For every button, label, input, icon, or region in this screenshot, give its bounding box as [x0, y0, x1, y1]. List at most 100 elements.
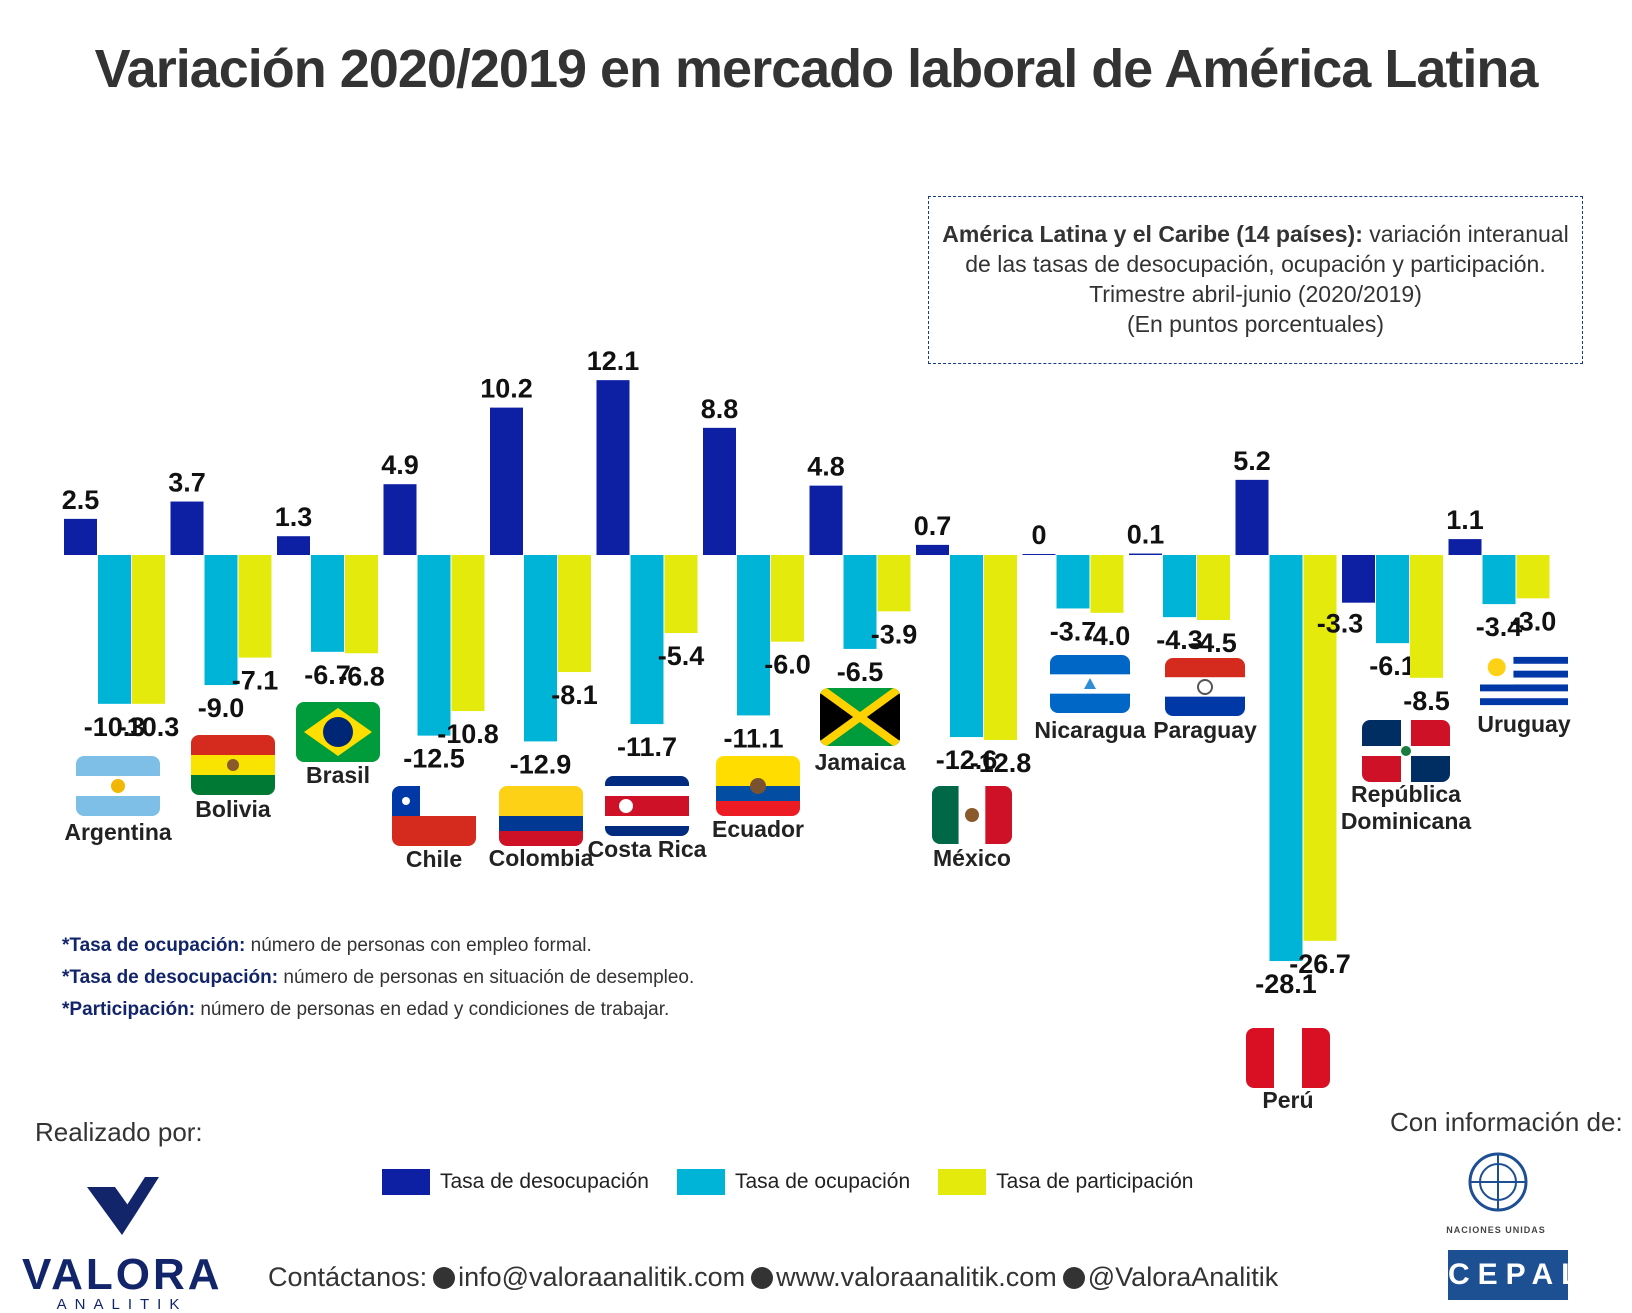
jamaica-flag-icon	[820, 688, 900, 746]
email-icon	[433, 1266, 456, 1289]
legend-item-desocupacion: Tasa de desocupación	[382, 1169, 649, 1195]
country-label-republica-dominicana-line2: Dominicana	[1341, 808, 1472, 834]
value-label-colombia-desocupacion: 10.2	[480, 374, 533, 404]
brand-name: VALORA	[22, 1250, 223, 1299]
value-label-costa-rica-participacion: -5.4	[658, 641, 705, 671]
bar-republica-dominicana-participacion	[1410, 555, 1443, 678]
bar-peru-participacion	[1303, 555, 1337, 941]
value-label-uruguay-participacion: -3.0	[1510, 606, 1557, 636]
globe-icon	[751, 1266, 774, 1289]
bar-costa-rica-desocupacion	[596, 380, 630, 555]
legend-label-desocupacion: Tasa de desocupación	[440, 1170, 649, 1193]
value-label-chile-participacion: -10.8	[437, 719, 499, 749]
bar-nicaragua-participacion	[1090, 555, 1124, 613]
bar-paraguay-desocupacion	[1129, 553, 1162, 555]
value-label-republica-dominicana-desocupacion: -3.3	[1317, 609, 1364, 639]
value-label-brasil-ocupacion: -6.7	[304, 660, 351, 690]
value-label-mexico-participacion: -12.8	[970, 748, 1032, 778]
valora-analitik-logo: VALORA ANALITIK	[22, 1175, 222, 1313]
country-label-chile: Chile	[406, 846, 462, 872]
bar-peru-desocupacion	[1235, 479, 1269, 555]
value-label-nicaragua-participacion: -4.0	[1084, 621, 1131, 651]
value-label-paraguay-participacion: -4.5	[1190, 628, 1237, 658]
brasil-flag-icon	[296, 702, 380, 762]
contact-twitter[interactable]: @ValoraAnalitik	[1087, 1262, 1279, 1292]
value-label-ecuador-participacion: -6.0	[764, 650, 811, 680]
uruguay-flag-icon	[1480, 650, 1568, 712]
country-label-argentina: Argentina	[64, 819, 172, 845]
valora-logo-mark-icon	[87, 1177, 159, 1235]
country-label-ecuador: Ecuador	[712, 816, 804, 842]
chart-subtitle-box: América Latina y el Caribe (14 países): …	[928, 196, 1583, 364]
value-label-nicaragua-ocupacion: -3.7	[1050, 616, 1097, 646]
republica-dominicana-flag-icon	[1362, 720, 1450, 782]
definitions-notes: *Tasa de ocupación: número de personas c…	[62, 930, 694, 1026]
value-label-republica-dominicana-ocupacion: -6.1	[1369, 651, 1416, 681]
bar-argentina-ocupacion	[98, 555, 131, 704]
legend-swatch-desocupacion	[382, 1169, 430, 1195]
bar-jamaica-participacion	[877, 555, 911, 612]
country-label-colombia: Colombia	[489, 845, 594, 871]
legend-label-ocupacion: Tasa de ocupación	[735, 1170, 911, 1193]
country-label-costa-rica: Costa Rica	[588, 836, 707, 862]
paraguay-flag-icon	[1165, 658, 1245, 716]
value-label-peru-desocupacion: 5.2	[1233, 446, 1271, 476]
legend-item-participacion: Tasa de participación	[938, 1169, 1193, 1195]
bar-colombia-ocupacion	[524, 555, 557, 742]
contact-line: Contáctanos: info@valoraanalitik.com www…	[268, 1262, 1278, 1293]
value-label-argentina-participacion: -10.3	[118, 712, 180, 742]
bar-colombia-participacion	[558, 555, 591, 673]
value-label-peru-participacion: -26.7	[1289, 949, 1351, 979]
chart-legend: Tasa de desocupación Tasa de ocupación T…	[382, 1167, 1221, 1197]
value-label-brasil-desocupacion: 1.3	[275, 502, 313, 532]
country-label-nicaragua: Nicaragua	[1034, 717, 1145, 743]
chile-flag-icon	[392, 786, 476, 846]
value-label-jamaica-participacion: -3.9	[871, 619, 918, 649]
subtitle-line3: Trimestre abril-junio (2020/2019)	[1089, 281, 1422, 307]
value-label-mexico-desocupacion: 0.7	[914, 511, 952, 541]
value-label-colombia-ocupacion: -12.9	[510, 749, 572, 779]
bar-mexico-desocupacion	[916, 544, 949, 555]
value-label-mexico-ocupacion: -12.6	[936, 745, 998, 775]
country-label-mexico: México	[933, 845, 1011, 871]
bar-ecuador-desocupacion	[703, 427, 736, 555]
country-label-republica-dominicana-line1: República	[1351, 781, 1461, 807]
country-label-jamaica: Jamaica	[815, 749, 906, 775]
nicaragua-flag-icon	[1050, 655, 1130, 713]
value-label-colombia-participacion: -8.1	[551, 680, 598, 710]
costa-rica-flag-icon	[605, 776, 689, 836]
legend-swatch-ocupacion	[677, 1169, 725, 1195]
ecuador-flag-icon	[716, 756, 800, 816]
subtitle-line2: de las tasas de desocupación, ocupación …	[965, 251, 1546, 277]
bar-republica-dominicana-ocupacion	[1376, 555, 1409, 644]
legend-label-participacion: Tasa de participación	[996, 1170, 1194, 1193]
value-label-jamaica-ocupacion: -6.5	[837, 657, 884, 687]
subtitle-lead: América Latina y el Caribe (14 países):	[942, 221, 1363, 247]
value-label-paraguay-ocupacion: -4.3	[1156, 625, 1203, 655]
cepal-logo: CEPAL	[1448, 1250, 1579, 1300]
value-label-bolivia-desocupacion: 3.7	[168, 468, 206, 498]
contact-website[interactable]: www.valoraanalitik.com	[776, 1262, 1057, 1292]
bar-brasil-participacion	[345, 555, 378, 654]
value-label-costa-rica-ocupacion: -11.7	[617, 732, 677, 762]
bolivia-flag-icon	[191, 735, 275, 795]
peru-flag-icon	[1246, 1028, 1330, 1088]
contact-email[interactable]: info@valoraanalitik.com	[458, 1262, 746, 1292]
bar-jamaica-desocupacion	[809, 485, 843, 555]
bar-brasil-desocupacion	[277, 536, 310, 555]
colombia-flag-icon	[499, 786, 583, 846]
country-label-paraguay: Paraguay	[1153, 717, 1257, 743]
argentina-flag-icon	[76, 756, 160, 816]
bar-bolivia-desocupacion	[170, 501, 204, 555]
twitter-icon	[1062, 1266, 1085, 1289]
made-by-label: Realizado por:	[35, 1117, 203, 1147]
bar-bolivia-ocupacion	[204, 555, 238, 686]
bar-mexico-participacion	[984, 555, 1017, 740]
value-label-argentina-desocupacion: 2.5	[62, 485, 100, 515]
bar-chile-participacion	[451, 555, 485, 712]
bar-ecuador-participacion	[771, 555, 804, 642]
note-participacion: *Participación: número de personas en ed…	[62, 999, 670, 1020]
note-desocupacion: *Tasa de desocupación: número de persona…	[62, 967, 695, 988]
bar-mexico-ocupacion	[950, 555, 983, 738]
bar-chart: 2.5 -10.3-10.3 Argentina 3.7 -9.0-7.1 Bolivia…	[62, 346, 1571, 1113]
